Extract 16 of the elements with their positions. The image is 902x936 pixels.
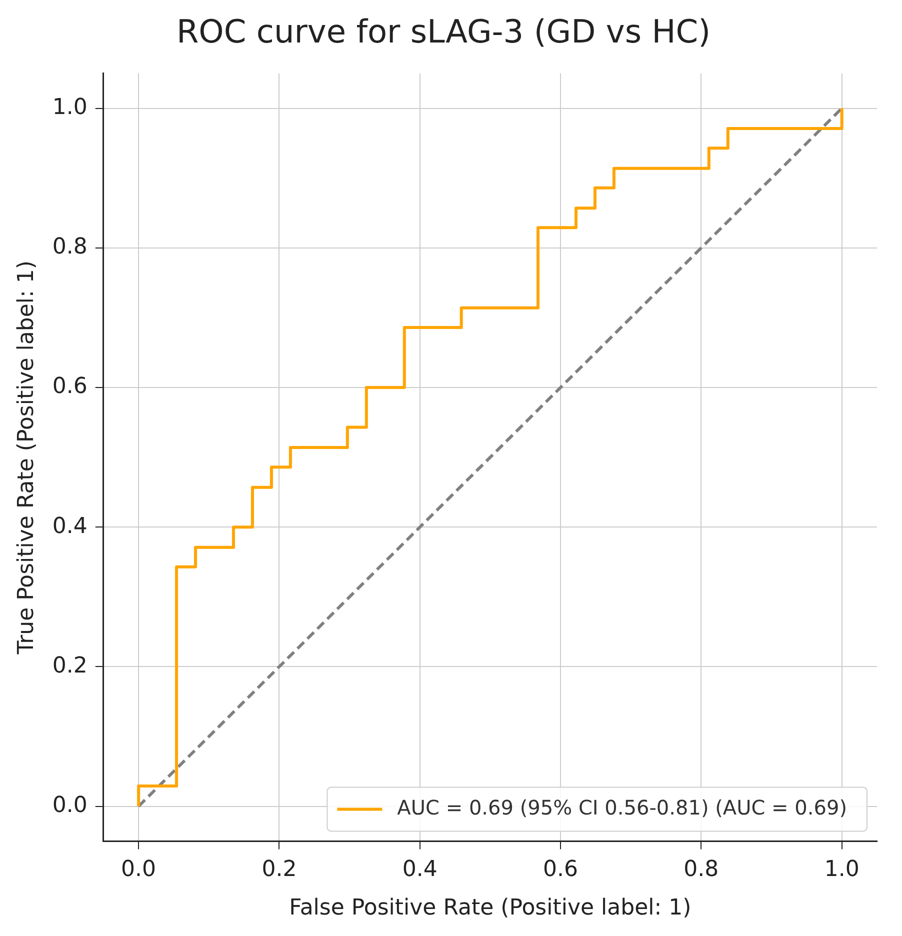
x-tick-label: 0.2 <box>262 857 297 882</box>
y-tick-label: 0.6 <box>52 374 88 400</box>
y-tick-label: 0.4 <box>52 514 88 539</box>
y-tick-label: 1.0 <box>52 95 88 120</box>
x-tick-label: 0.6 <box>543 857 578 882</box>
chart-title: ROC curve for sLAG-3 (GD vs HC) <box>176 12 711 51</box>
x-tick-label: 0.0 <box>121 857 156 882</box>
y-axis-title: True Positive Rate (Positive label: 1) <box>14 260 39 656</box>
y-tick-label: 0.0 <box>52 793 88 818</box>
x-tick-label: 0.4 <box>402 857 438 882</box>
x-axis-title: False Positive Rate (Positive label: 1) <box>289 896 692 921</box>
y-tick-label: 0.8 <box>52 234 88 260</box>
x-tick-label: 0.8 <box>684 857 719 882</box>
x-tick-label: 1.0 <box>824 857 860 882</box>
y-tick-label: 0.2 <box>52 653 88 678</box>
legend-label: AUC = 0.69 (95% CI 0.56-0.81) (AUC = 0.69) <box>397 795 848 820</box>
